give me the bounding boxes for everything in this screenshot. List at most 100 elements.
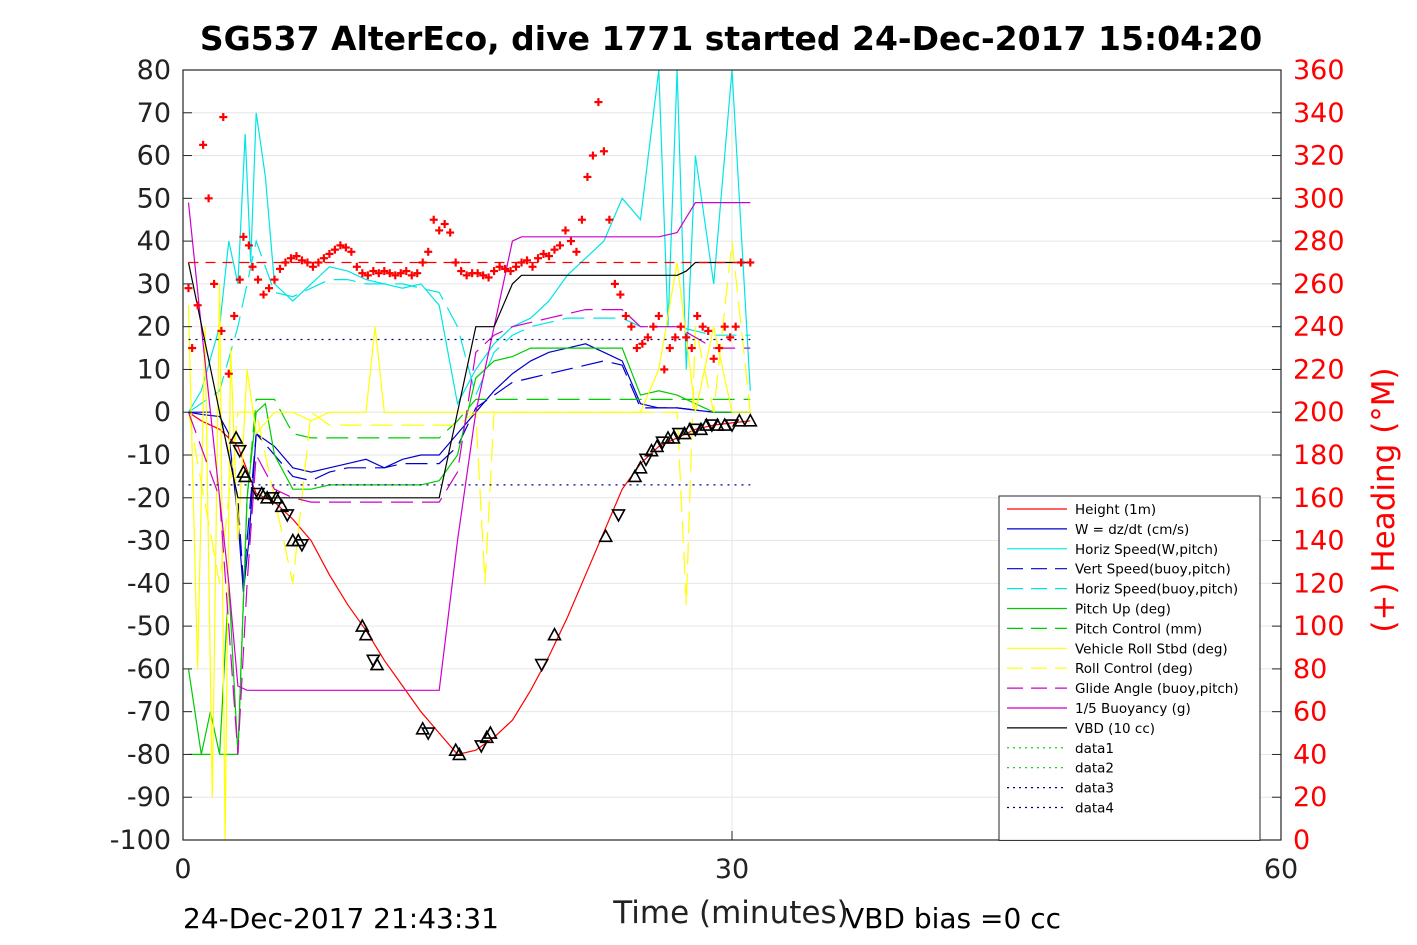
depth-marker bbox=[420, 727, 436, 741]
heading-point bbox=[363, 271, 372, 280]
heading-point bbox=[715, 344, 724, 353]
heading-point bbox=[374, 269, 383, 278]
heading-point bbox=[281, 258, 290, 267]
depth-marker bbox=[232, 444, 248, 459]
heading-point bbox=[528, 262, 537, 271]
legend-label: data2 bbox=[1075, 761, 1114, 777]
heading-point bbox=[254, 275, 263, 284]
heading-point bbox=[610, 279, 619, 288]
heading-point bbox=[341, 243, 350, 252]
heading-point bbox=[248, 262, 257, 271]
heading-point bbox=[210, 279, 219, 288]
heading-point bbox=[239, 232, 248, 241]
heading-point bbox=[275, 264, 284, 273]
legend-label: Pitch Up (deg) bbox=[1075, 602, 1171, 618]
legend-label: data4 bbox=[1075, 801, 1114, 817]
y-right-tick-label: 320 bbox=[1293, 141, 1345, 172]
x-tick-label: 30 bbox=[715, 854, 749, 885]
y-right-tick-label: 300 bbox=[1293, 183, 1345, 214]
depth-marker bbox=[671, 427, 687, 442]
heading-point bbox=[583, 172, 592, 181]
heading-point bbox=[402, 267, 411, 276]
y-right-tick-label: 200 bbox=[1293, 397, 1345, 428]
legend-label: 1/5 Buoyancy (g) bbox=[1075, 701, 1191, 717]
heading-point bbox=[539, 249, 548, 258]
heading-point bbox=[720, 322, 729, 331]
heading-point bbox=[599, 147, 608, 156]
heading-point bbox=[479, 271, 488, 280]
y-tick-label: -50 bbox=[127, 611, 171, 642]
y-right-tick-label: 40 bbox=[1293, 739, 1327, 770]
depth-marker bbox=[237, 468, 253, 483]
heading-point bbox=[188, 344, 197, 353]
heading-point bbox=[473, 269, 482, 278]
heading-point bbox=[440, 220, 449, 228]
heading-point bbox=[512, 262, 521, 271]
depth-marker bbox=[627, 468, 643, 483]
depth-marker bbox=[677, 425, 692, 440]
y-right-tick-label: 0 bbox=[1293, 825, 1310, 856]
heading-point bbox=[413, 269, 422, 278]
heading-point bbox=[314, 258, 323, 267]
heading-point bbox=[577, 215, 586, 224]
legend-label: Height (1m) bbox=[1075, 502, 1156, 518]
legend-label: data1 bbox=[1075, 741, 1114, 757]
heading-point bbox=[230, 311, 239, 320]
depth-marker bbox=[742, 413, 758, 427]
heading-point bbox=[235, 275, 244, 284]
x-tick-label: 60 bbox=[1264, 854, 1298, 885]
heading-point bbox=[594, 98, 603, 107]
heading-point bbox=[737, 258, 746, 267]
heading-point bbox=[429, 215, 438, 224]
heading-point bbox=[649, 322, 658, 331]
heading-point bbox=[616, 290, 625, 299]
heading-point bbox=[523, 256, 532, 265]
heading-point bbox=[506, 267, 515, 276]
heading-point bbox=[632, 344, 641, 353]
y-right-tick-label: 20 bbox=[1293, 782, 1327, 813]
heading-point bbox=[286, 254, 295, 263]
heading-point bbox=[605, 215, 614, 224]
legend-label: Horiz Speed(W,pitch) bbox=[1075, 542, 1218, 558]
heading-point bbox=[385, 269, 394, 278]
heading-point bbox=[698, 322, 707, 331]
y-tick-label: 70 bbox=[137, 98, 171, 129]
legend-label: VBD (10 cc) bbox=[1075, 721, 1155, 737]
depth-marker bbox=[534, 658, 550, 673]
heading-point bbox=[484, 273, 493, 282]
y-tick-label: 10 bbox=[137, 354, 171, 385]
y-right-tick-label: 260 bbox=[1293, 269, 1345, 300]
depth-marker bbox=[598, 528, 614, 543]
heading-point bbox=[319, 254, 328, 263]
series-line-1 bbox=[188, 343, 751, 592]
depth-marker bbox=[354, 618, 370, 632]
depth-marker bbox=[254, 485, 270, 500]
heading-point bbox=[704, 326, 713, 335]
heading-point bbox=[446, 228, 455, 237]
y-right-tick-label: 100 bbox=[1293, 611, 1345, 642]
depth-marker bbox=[633, 460, 648, 474]
depth-marker bbox=[710, 417, 725, 431]
depth-marker-layer bbox=[228, 413, 758, 761]
y-tick-label: 30 bbox=[137, 269, 171, 300]
series-layer bbox=[187, 70, 751, 840]
heading-point bbox=[292, 252, 301, 261]
legend-label: Pitch Control (mm) bbox=[1075, 621, 1202, 637]
y-tick-label: -30 bbox=[127, 526, 171, 557]
heading-point bbox=[193, 301, 202, 310]
heading-point bbox=[265, 284, 274, 293]
heading-point bbox=[435, 226, 444, 235]
right-axis-label: (+) Heading (°M) bbox=[1366, 367, 1402, 632]
heading-point bbox=[660, 365, 669, 374]
depth-marker bbox=[479, 729, 495, 744]
series-line-9 bbox=[187, 309, 751, 755]
legend-label: Vert Speed(buoy,pitch) bbox=[1075, 562, 1231, 578]
depth-marker bbox=[483, 725, 498, 739]
heading-point bbox=[709, 354, 718, 363]
heading-point bbox=[347, 247, 356, 256]
y-tick-label: -70 bbox=[127, 697, 171, 728]
depth-marker bbox=[682, 421, 698, 436]
series-line-8 bbox=[187, 241, 751, 605]
heading-point bbox=[566, 237, 575, 246]
